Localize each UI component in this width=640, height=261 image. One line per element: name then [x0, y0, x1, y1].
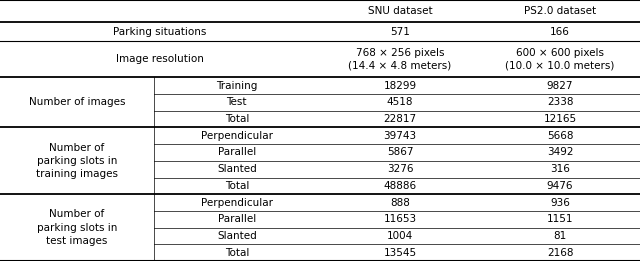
Text: 9827: 9827 — [547, 81, 573, 91]
Text: Parallel: Parallel — [218, 147, 256, 157]
Text: Training: Training — [216, 81, 257, 91]
Text: 13545: 13545 — [383, 248, 417, 258]
Text: Slanted: Slanted — [217, 164, 257, 174]
Text: 1004: 1004 — [387, 231, 413, 241]
Text: Number of
parking slots in
test images: Number of parking slots in test images — [36, 209, 117, 246]
Text: Image resolution: Image resolution — [116, 54, 204, 64]
Text: 888: 888 — [390, 198, 410, 207]
Text: 12165: 12165 — [543, 114, 577, 124]
Text: 18299: 18299 — [383, 81, 417, 91]
Text: Test: Test — [227, 97, 247, 107]
Text: PS2.0 dataset: PS2.0 dataset — [524, 6, 596, 16]
Text: 22817: 22817 — [383, 114, 417, 124]
Text: SNU dataset: SNU dataset — [368, 6, 432, 16]
Text: 3276: 3276 — [387, 164, 413, 174]
Text: 39743: 39743 — [383, 131, 417, 141]
Text: 48886: 48886 — [383, 181, 417, 191]
Text: 2168: 2168 — [547, 248, 573, 258]
Text: 316: 316 — [550, 164, 570, 174]
Text: 5668: 5668 — [547, 131, 573, 141]
Text: 3492: 3492 — [547, 147, 573, 157]
Text: 600 × 600 pixels
(10.0 × 10.0 meters): 600 × 600 pixels (10.0 × 10.0 meters) — [506, 48, 614, 71]
Text: 571: 571 — [390, 27, 410, 37]
Text: Parking situations: Parking situations — [113, 27, 207, 37]
Text: Perpendicular: Perpendicular — [201, 131, 273, 141]
Text: Parallel: Parallel — [218, 214, 256, 224]
Text: 768 × 256 pixels
(14.4 × 4.8 meters): 768 × 256 pixels (14.4 × 4.8 meters) — [348, 48, 452, 71]
Text: 936: 936 — [550, 198, 570, 207]
Text: Number of images: Number of images — [29, 97, 125, 107]
Text: 2338: 2338 — [547, 97, 573, 107]
Text: 1151: 1151 — [547, 214, 573, 224]
Text: 166: 166 — [550, 27, 570, 37]
Text: Total: Total — [225, 181, 249, 191]
Text: Number of
parking slots in
training images: Number of parking slots in training imag… — [36, 143, 118, 179]
Text: Perpendicular: Perpendicular — [201, 198, 273, 207]
Text: Total: Total — [225, 114, 249, 124]
Text: 5867: 5867 — [387, 147, 413, 157]
Text: 9476: 9476 — [547, 181, 573, 191]
Text: Slanted: Slanted — [217, 231, 257, 241]
Text: Total: Total — [225, 248, 249, 258]
Text: 81: 81 — [554, 231, 566, 241]
Text: 4518: 4518 — [387, 97, 413, 107]
Text: 11653: 11653 — [383, 214, 417, 224]
